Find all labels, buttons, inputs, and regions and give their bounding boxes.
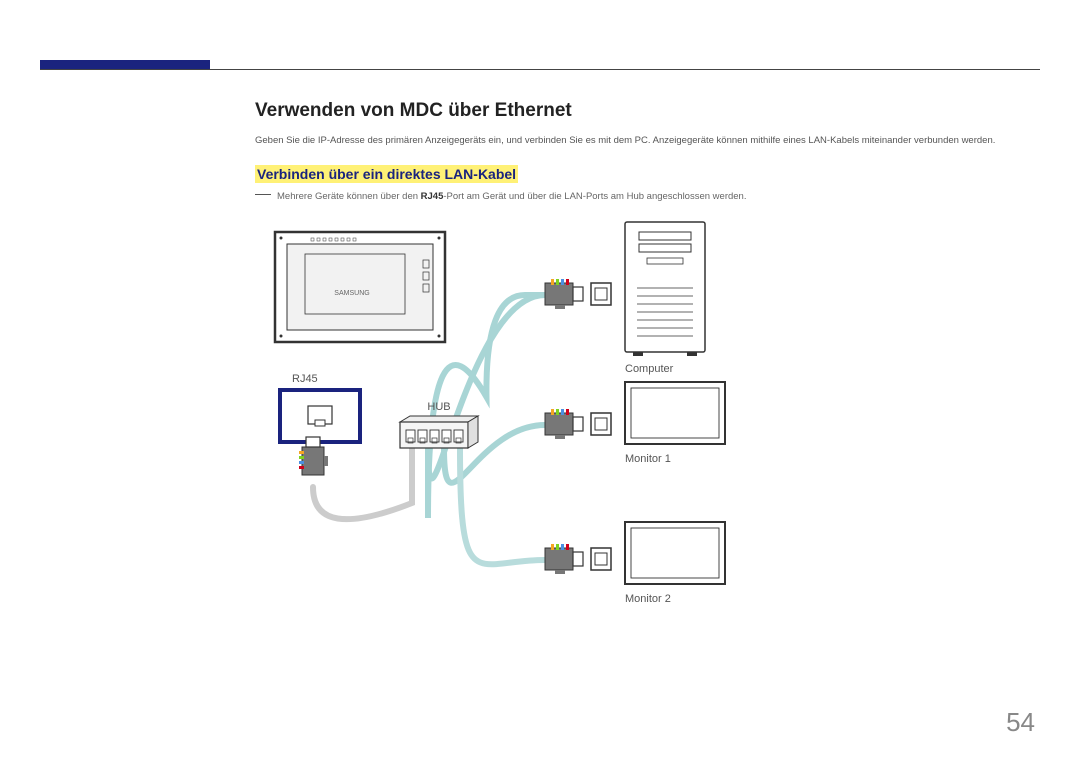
subheading: Verbinden über ein direktes LAN-Kabel [255, 165, 518, 183]
svg-text:RJ45: RJ45 [292, 373, 318, 385]
header-rule [40, 69, 1040, 70]
svg-text:SAMSUNG: SAMSUNG [334, 290, 369, 297]
svg-text:HUB: HUB [427, 401, 450, 413]
page-number: 54 [1006, 707, 1035, 738]
note-dash-icon [255, 194, 271, 195]
connection-diagram: SAMSUNG RJ45 HUB Computer Monitor 1 Monitor 2 [255, 212, 755, 652]
svg-text:Computer: Computer [625, 363, 674, 375]
svg-text:Monitor 2: Monitor 2 [625, 593, 671, 605]
page-title: Verwenden von MDC über Ethernet [255, 100, 1025, 122]
note-suffix: -Port am Gerät und über die LAN-Ports am… [443, 191, 746, 202]
intro-text: Geben Sie die IP-Adresse des primären An… [255, 134, 1025, 147]
diagram-svg: SAMSUNG RJ45 HUB Computer Monitor 1 Monitor 2 [255, 212, 755, 652]
note-text: Mehrere Geräte können über den RJ45-Port… [255, 191, 1025, 202]
note-bold: RJ45 [421, 191, 444, 202]
note-prefix: Mehrere Geräte können über den [277, 191, 421, 202]
svg-text:Monitor 1: Monitor 1 [625, 453, 671, 465]
content-area: Verwenden von MDC über Ethernet Geben Si… [255, 100, 1025, 652]
header-accent-bar [40, 60, 210, 69]
